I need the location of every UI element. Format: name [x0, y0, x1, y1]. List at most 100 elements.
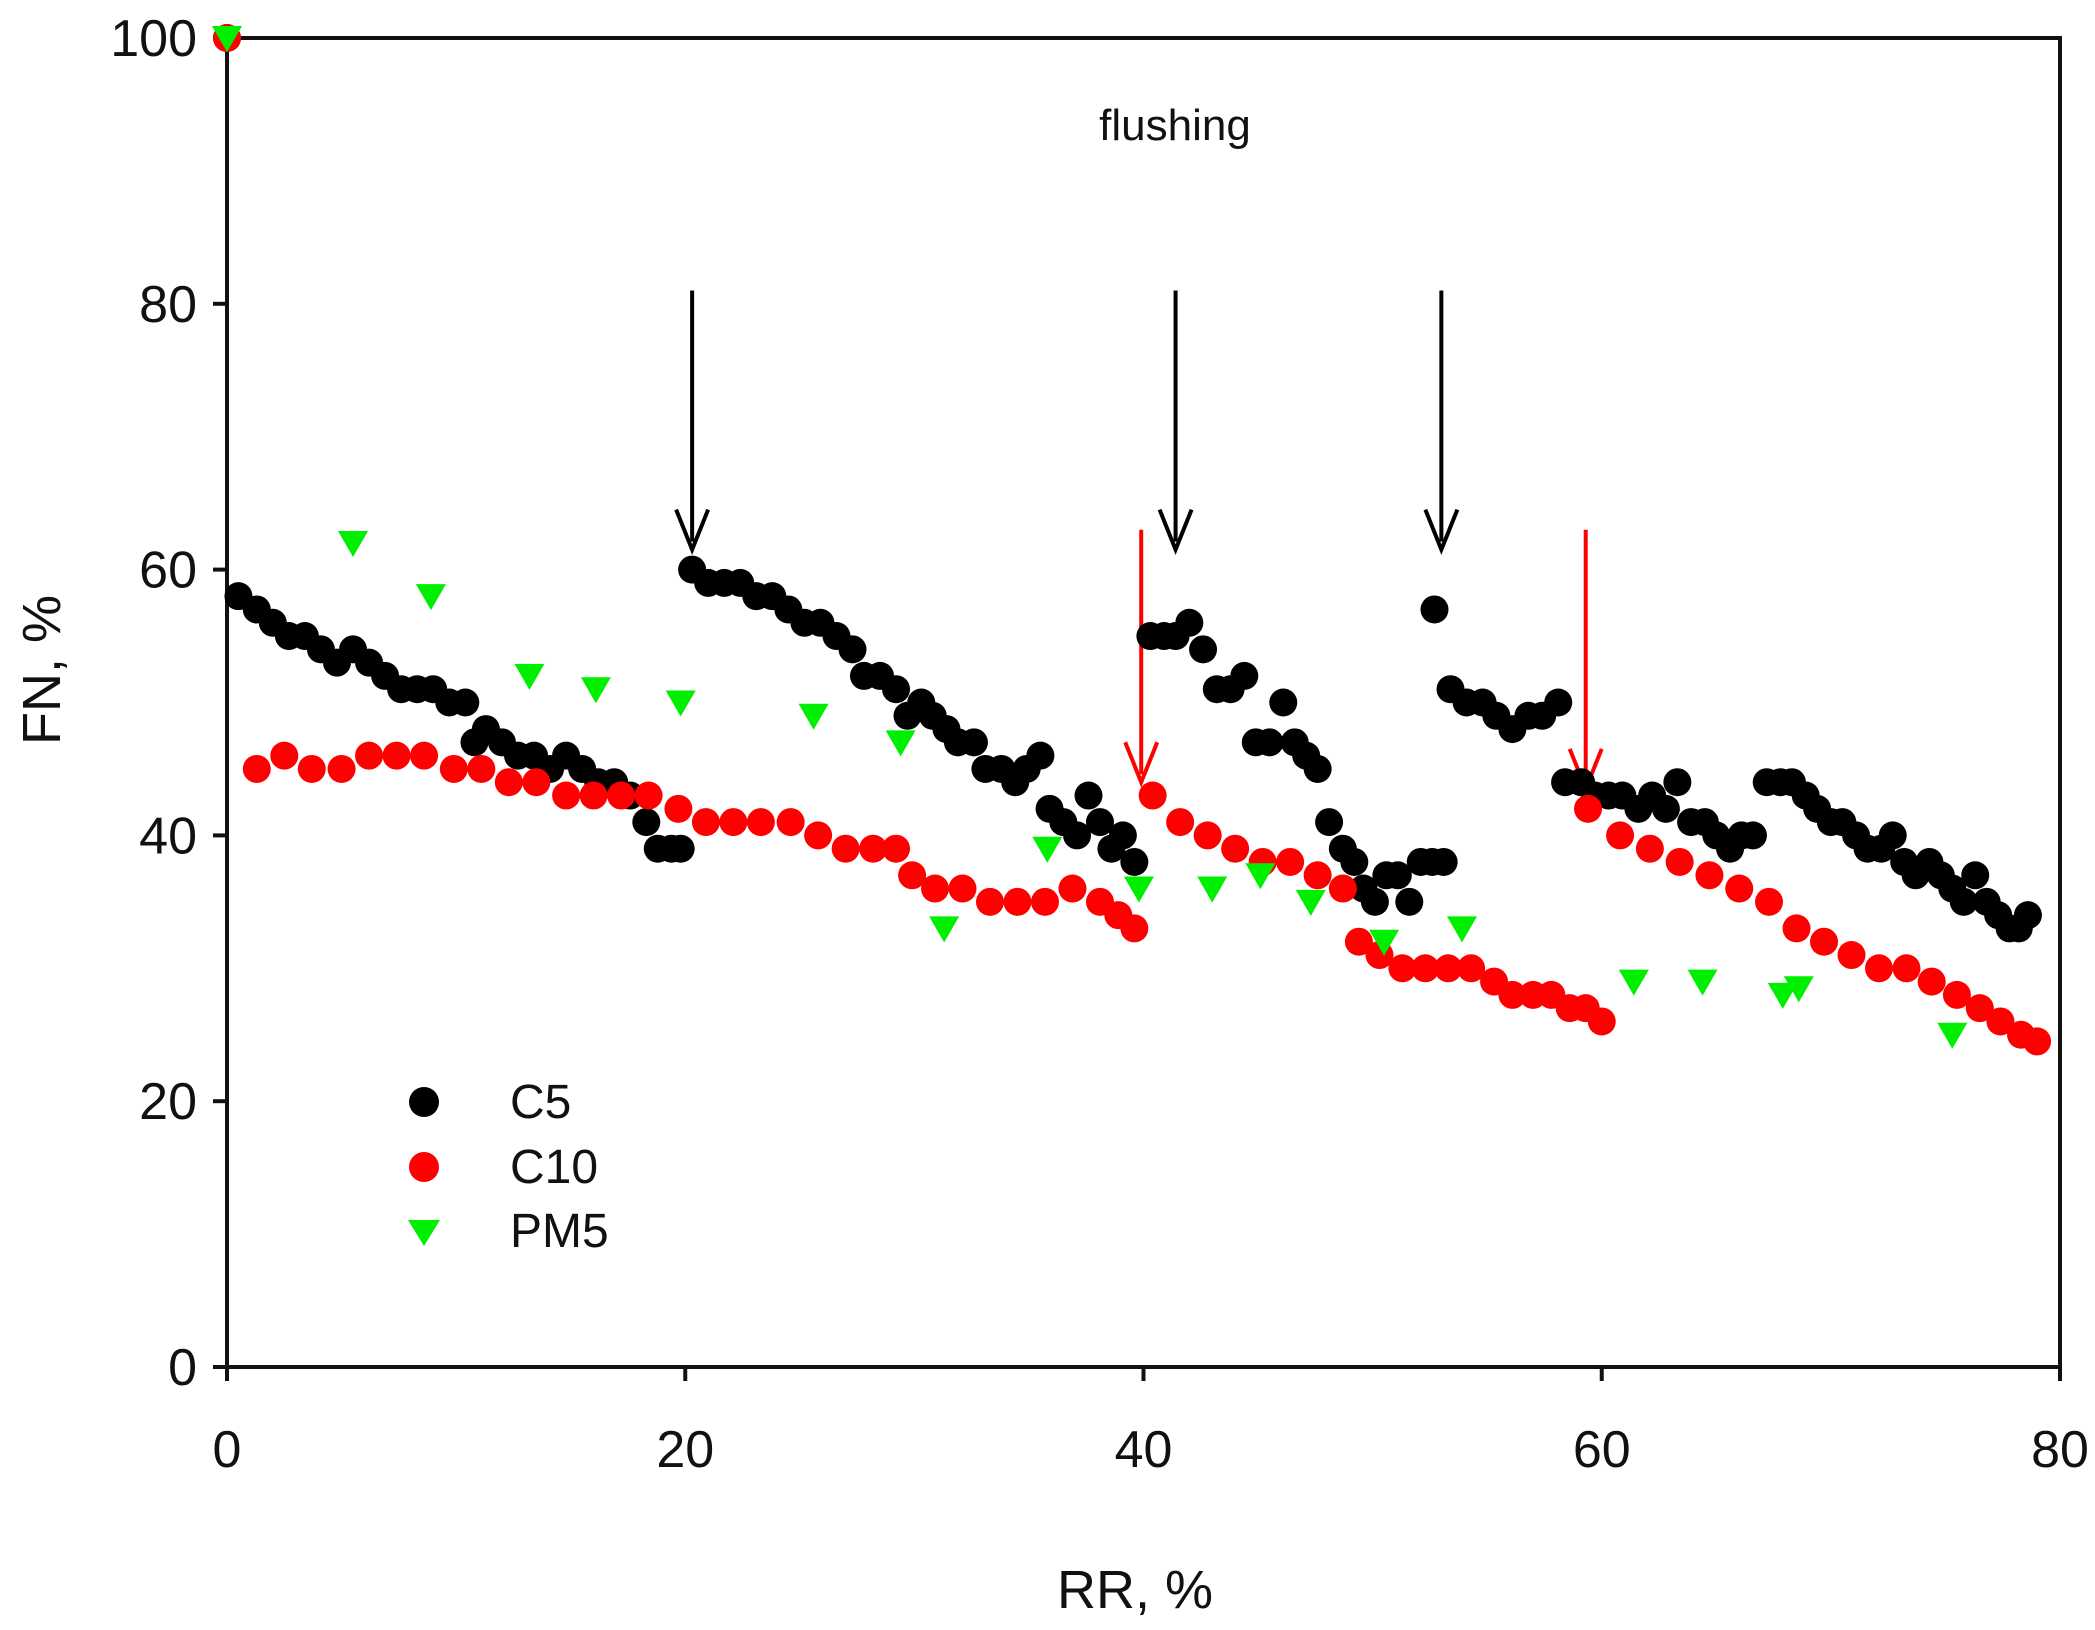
data-point-c5	[1230, 661, 1259, 690]
data-point-c10	[1166, 808, 1195, 837]
data-point-c10	[552, 781, 581, 810]
data-point-c10	[1138, 781, 1167, 810]
data-point-c10	[882, 834, 911, 863]
data-point-c10	[898, 861, 927, 890]
data-point-pm5	[212, 26, 242, 52]
series-c5	[213, 24, 2042, 943]
legend-marker-c10	[409, 1152, 439, 1182]
data-point-c5	[1663, 768, 1692, 797]
y-tick-label: 0	[168, 1339, 197, 1397]
data-point-c5	[959, 728, 988, 757]
flushing-arrow	[674, 290, 710, 556]
y-tick-label: 20	[139, 1073, 197, 1131]
data-point-c10	[439, 754, 468, 783]
data-point-c10	[804, 821, 833, 850]
data-point-c5	[1255, 728, 1284, 757]
legend-label-c10: C10	[510, 1141, 598, 1194]
data-point-pm5	[1783, 976, 1814, 1003]
x-tick-label: 80	[2031, 1421, 2089, 1479]
data-point-c5	[632, 808, 661, 837]
data-point-c10	[1695, 861, 1724, 890]
data-point-pm5	[665, 690, 696, 717]
data-point-pm5	[1937, 1022, 1968, 1049]
plot-frame	[225, 36, 2062, 1369]
data-point-c10	[1864, 954, 1893, 983]
data-point-c5	[882, 675, 911, 704]
data-point-c10	[1411, 954, 1440, 983]
data-point-c5	[1544, 688, 1573, 717]
data-point-pm5	[1123, 876, 1154, 903]
data-point-c10	[1810, 927, 1839, 956]
data-point-c5	[1340, 847, 1369, 876]
data-point-c10	[776, 808, 805, 837]
y-tick-label: 40	[139, 807, 197, 865]
data-point-c10	[1388, 954, 1417, 983]
data-point-c10	[242, 754, 271, 783]
flushing-arrow	[1567, 529, 1604, 795]
flushing-annotation: flushing	[1099, 101, 1251, 150]
data-point-pm5	[1618, 969, 1649, 996]
legend-marker-pm5	[408, 1220, 440, 1246]
data-point-c5	[1189, 635, 1218, 664]
data-point-c5	[1949, 887, 1978, 916]
legend-label-c5: C5	[510, 1076, 571, 1129]
data-point-c10	[1276, 847, 1305, 876]
data-point-pm5	[514, 663, 545, 690]
data-point-c10	[746, 808, 775, 837]
data-point-c5	[666, 834, 695, 863]
data-points	[212, 24, 2052, 1056]
data-point-c10	[1303, 861, 1332, 890]
axis-ticks: 0 20 40 60 80 0 20 40 60 80 100	[110, 10, 2089, 1479]
data-point-c5	[2013, 901, 2042, 930]
data-point-c5	[1961, 861, 1990, 890]
data-point-c10	[607, 781, 636, 810]
data-point-c10	[327, 754, 356, 783]
arrow-head	[1123, 741, 1160, 788]
data-point-c5	[1085, 808, 1114, 837]
data-point-c10	[859, 834, 888, 863]
flushing-arrow	[1423, 290, 1460, 556]
data-point-c5	[838, 635, 867, 664]
flushing-arrow	[1123, 529, 1160, 788]
legend-marker-c5	[409, 1087, 439, 1117]
data-point-c10	[382, 741, 411, 770]
arrow-head	[674, 508, 710, 556]
data-point-c5	[1175, 608, 1204, 637]
data-point-c10	[1755, 887, 1784, 916]
data-point-c10	[634, 781, 663, 810]
data-point-c10	[297, 754, 326, 783]
data-point-c5	[1303, 754, 1332, 783]
data-point-c5	[1315, 808, 1344, 837]
data-point-c10	[1344, 927, 1373, 956]
data-point-c10	[1120, 914, 1149, 943]
x-axis-label: RR, %	[1057, 1560, 1213, 1620]
data-point-c10	[1917, 967, 1946, 996]
data-point-pm5	[415, 584, 446, 611]
data-point-c10	[2023, 1027, 2052, 1056]
data-point-c10	[1635, 834, 1664, 863]
data-point-c10	[664, 794, 693, 823]
data-point-c5	[1878, 821, 1907, 850]
data-point-c5	[451, 688, 480, 717]
y-tick-label: 60	[139, 542, 197, 600]
data-point-c5	[1360, 887, 1389, 916]
data-point-c10	[494, 768, 523, 797]
y-axis-label: FN, %	[12, 595, 72, 745]
data-point-pm5	[1032, 836, 1063, 863]
data-point-c5	[1074, 781, 1103, 810]
data-point-c10	[1030, 887, 1059, 916]
data-point-c10	[1725, 874, 1754, 903]
legend-label-pm5: PM5	[510, 1205, 609, 1258]
data-point-c5	[1420, 595, 1449, 624]
data-point-c10	[719, 808, 748, 837]
data-point-pm5	[338, 531, 369, 558]
data-point-pm5	[1197, 876, 1228, 903]
data-point-pm5	[580, 677, 611, 704]
data-point-c10	[1942, 980, 1971, 1009]
x-tick-label: 20	[656, 1421, 714, 1479]
legend: C5 C10 PM5	[408, 1076, 609, 1258]
data-point-c10	[1498, 980, 1527, 1009]
data-point-c5	[1120, 847, 1149, 876]
data-point-c10	[948, 874, 977, 903]
